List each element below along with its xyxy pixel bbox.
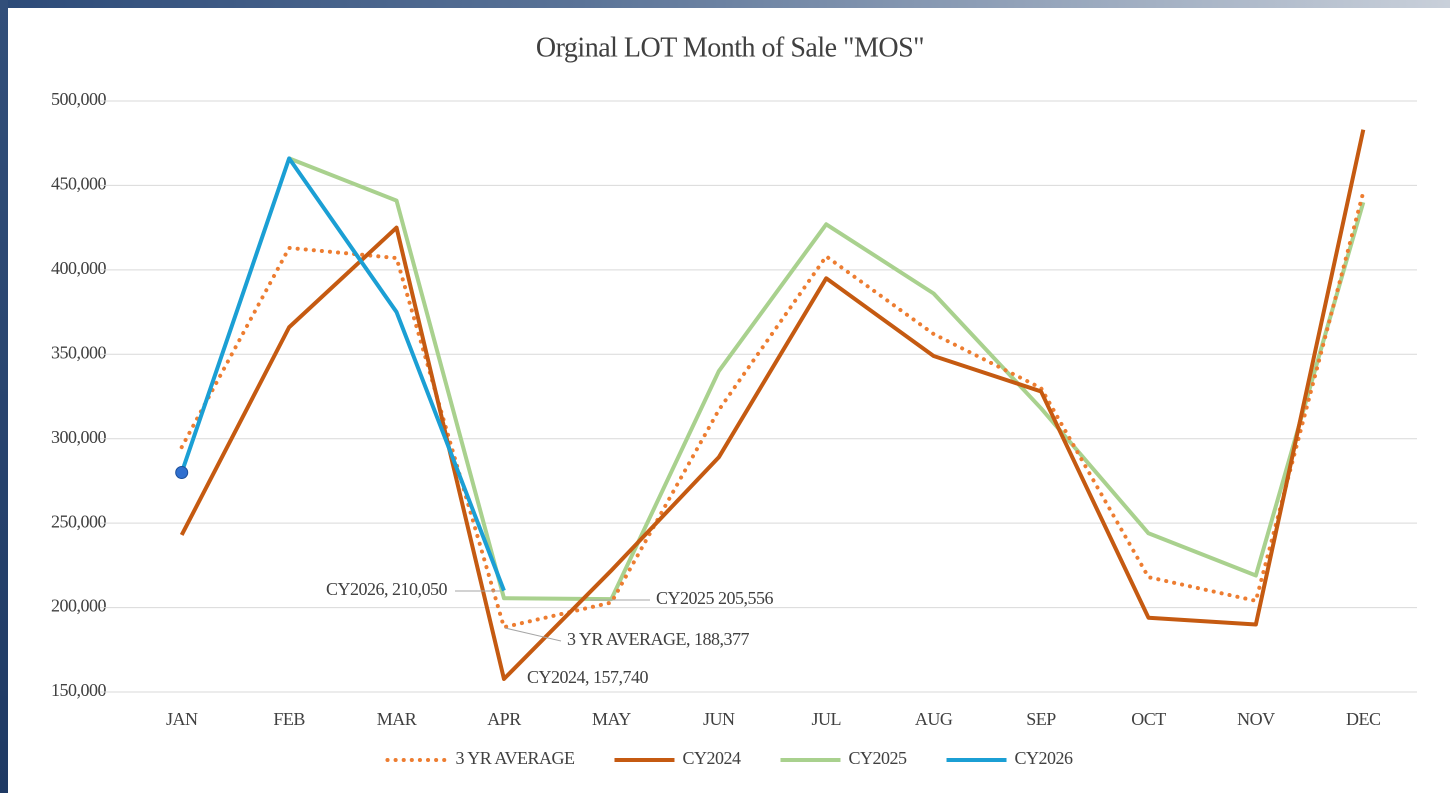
data-label: 3 YR AVERAGE, 188,377	[567, 629, 750, 649]
x-tick-label: MAY	[592, 709, 631, 729]
x-tick-label: DEC	[1346, 709, 1381, 729]
y-tick-label: 300,000	[51, 427, 107, 447]
y-tick-label: 200,000	[51, 596, 107, 616]
data-label: CY2025 205,556	[656, 588, 774, 608]
frame	[0, 0, 8, 793]
x-tick-label: JUL	[811, 709, 841, 729]
label-leader	[504, 627, 562, 642]
chart-title: Orginal LOT Month of Sale "MOS"	[536, 32, 924, 63]
x-tick-label: MAR	[377, 709, 417, 729]
y-tick-label: 400,000	[51, 258, 107, 278]
x-tick-label: JAN	[166, 709, 198, 729]
y-tick-label: 250,000	[51, 511, 107, 531]
series-line	[179, 129, 1366, 681]
y-tick-label: 350,000	[51, 342, 107, 362]
y-tick-label: 150,000	[51, 680, 107, 700]
series-line	[179, 190, 1366, 630]
data-label: CY2026, 210,050	[326, 579, 448, 599]
x-tick-label: AUG	[915, 709, 953, 729]
legend-label: 3 YR AVERAGE	[455, 748, 575, 768]
x-tick-label: FEB	[273, 709, 305, 729]
series-line	[179, 156, 506, 592]
y-tick-label: 450,000	[51, 174, 107, 194]
point-marker	[175, 465, 189, 479]
x-tick-label: OCT	[1131, 709, 1166, 729]
y-tick-label: 500,000	[51, 89, 107, 109]
x-tick-label: SEP	[1026, 709, 1056, 729]
legend-label: CY2025	[849, 748, 908, 768]
x-tick-label: JUN	[703, 709, 735, 729]
x-tick-label: NOV	[1237, 709, 1275, 729]
legend-label: CY2026	[1015, 748, 1074, 768]
x-tick-label: APR	[487, 709, 521, 729]
legend-label: CY2024	[682, 748, 741, 768]
series-line	[288, 156, 1366, 602]
chart: Orginal LOT Month of Sale "MOS" 150,000 2…	[8, 8, 1450, 793]
data-label: CY2024, 157,740	[527, 667, 649, 687]
